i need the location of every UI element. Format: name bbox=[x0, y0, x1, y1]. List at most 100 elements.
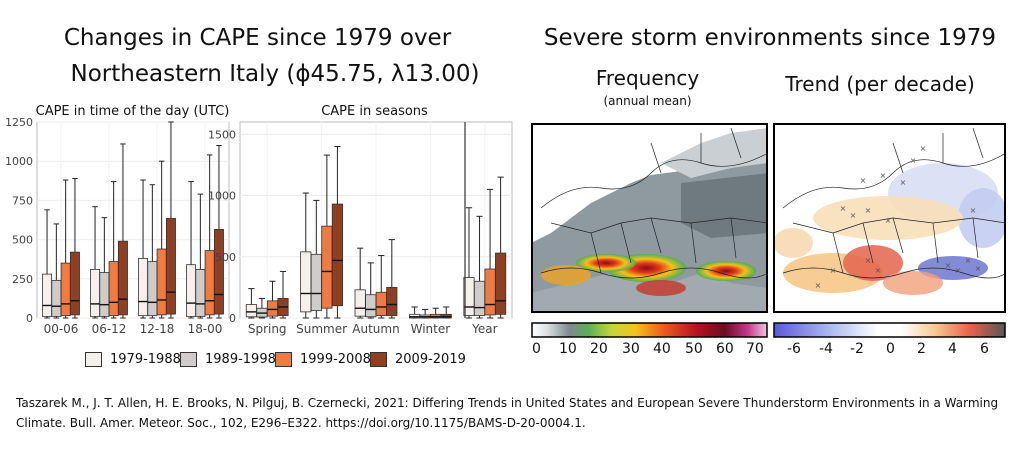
box bbox=[156, 248, 167, 316]
svg-text:×: × bbox=[910, 156, 917, 165]
citation-line1: Taszarek M., J. T. Allen, H. E. Brooks, … bbox=[16, 396, 999, 410]
legend-swatch bbox=[85, 351, 102, 367]
legend-item-2: 1989-1998 bbox=[180, 350, 276, 368]
y-tick-label: 0 bbox=[26, 312, 33, 325]
panel2-title: CAPE in seasons bbox=[321, 104, 428, 119]
box bbox=[51, 279, 62, 317]
y-tick-label: 750 bbox=[12, 194, 33, 207]
cbar1-tick: 30 bbox=[622, 341, 640, 357]
box bbox=[331, 203, 343, 307]
box bbox=[310, 253, 322, 312]
right-title: Severe storm environments since 1979 bbox=[543, 25, 997, 51]
box bbox=[90, 268, 101, 317]
box bbox=[147, 261, 158, 317]
cbar2-tick: 0 bbox=[886, 341, 895, 357]
box bbox=[365, 294, 377, 318]
cbar2-tick: -2 bbox=[850, 341, 864, 357]
y-tick-label: 1000 bbox=[5, 155, 33, 168]
x-tick-label: Summer bbox=[296, 322, 347, 336]
svg-text:×: × bbox=[955, 266, 962, 275]
x-tick-label: Winter bbox=[411, 322, 451, 336]
trend-colorbar-ticks: -6 -4 -2 0 2 4 6 bbox=[773, 341, 1006, 359]
svg-text:×: × bbox=[975, 264, 982, 273]
y-tick-label: 1500 bbox=[208, 128, 236, 141]
x-tick-label: 12-18 bbox=[140, 322, 175, 336]
box bbox=[186, 264, 197, 317]
map1-title: Frequency bbox=[595, 66, 700, 90]
cbar1-tick: 60 bbox=[716, 341, 734, 357]
x-tick-label: 06-12 bbox=[92, 322, 127, 336]
cbar1-tick: 40 bbox=[653, 341, 671, 357]
x-tick-label: Year bbox=[471, 322, 497, 336]
box bbox=[484, 268, 496, 316]
svg-text:×: × bbox=[850, 211, 857, 220]
box bbox=[42, 273, 53, 317]
box bbox=[473, 280, 486, 316]
svg-text:×: × bbox=[860, 176, 867, 185]
legend-label: 1989-1998 bbox=[205, 351, 276, 367]
box bbox=[375, 291, 387, 316]
cbar2-tick: -4 bbox=[819, 341, 833, 357]
legend-swatch bbox=[370, 351, 387, 367]
y-tick-label: 1250 bbox=[5, 116, 33, 129]
svg-text:×: × bbox=[920, 144, 927, 153]
svg-text:×: × bbox=[880, 171, 887, 180]
map1-subtitle: (annual mean) bbox=[603, 94, 692, 108]
box bbox=[300, 251, 312, 313]
svg-text:×: × bbox=[840, 204, 847, 213]
svg-text:×: × bbox=[945, 261, 952, 270]
citation: Taszarek M., J. T. Allen, H. E. Brooks, … bbox=[16, 393, 1006, 433]
box bbox=[245, 304, 257, 318]
left-title-line1: Changes in CAPE since 1979 over bbox=[63, 25, 452, 51]
y-tick-label: 0 bbox=[229, 312, 236, 325]
boxplot-charts: 0 250 500 750 1000 1250 00-06 06-12 12-18 18-00 0 5… bbox=[5, 116, 513, 336]
legend-label: 2009-2019 bbox=[395, 351, 466, 367]
legend-label: 1979-1988 bbox=[110, 351, 181, 367]
svg-text:×: × bbox=[830, 266, 837, 275]
map2-title: Trend (per decade) bbox=[785, 72, 975, 96]
box bbox=[165, 218, 176, 315]
box bbox=[386, 286, 398, 316]
legend-label: 1999-2008 bbox=[300, 351, 371, 367]
box bbox=[138, 258, 149, 317]
legend-item-3: 1999-2008 bbox=[275, 350, 371, 368]
cbar2-tick: 2 bbox=[917, 341, 926, 357]
svg-text:×: × bbox=[865, 256, 872, 265]
box bbox=[321, 225, 333, 309]
svg-text:×: × bbox=[965, 256, 972, 265]
cbar2-tick: 6 bbox=[980, 341, 989, 357]
y-tick-label: 500 bbox=[215, 251, 236, 264]
x-tick-label: 18-00 bbox=[188, 322, 223, 336]
svg-text:×: × bbox=[885, 216, 892, 225]
svg-text:×: × bbox=[900, 178, 907, 187]
frequency-colorbar-ticks: 0 10 20 30 40 50 60 70 bbox=[531, 341, 768, 359]
y-tick-label: 500 bbox=[12, 234, 33, 247]
box bbox=[495, 252, 507, 315]
svg-text:×: × bbox=[875, 266, 882, 275]
box bbox=[195, 268, 206, 317]
cbar1-tick: 20 bbox=[590, 341, 608, 357]
legend-item-4: 2009-2019 bbox=[370, 350, 466, 368]
x-tick-label: Spring bbox=[248, 322, 287, 336]
box bbox=[99, 272, 110, 317]
y-tick-label: 250 bbox=[12, 273, 33, 286]
x-tick-label: Autumn bbox=[352, 322, 399, 336]
box bbox=[117, 240, 128, 316]
legend-swatch bbox=[180, 351, 197, 367]
svg-text:×: × bbox=[865, 206, 872, 215]
box bbox=[60, 262, 71, 317]
cbar2-tick: 4 bbox=[948, 341, 957, 357]
panel1-title: CAPE in time of the day (UTC) bbox=[35, 104, 230, 119]
y-tick-label: 1000 bbox=[208, 190, 236, 203]
cbar2-tick: -6 bbox=[787, 341, 801, 357]
frequency-map bbox=[531, 123, 768, 313]
trend-colorbar bbox=[773, 322, 1006, 338]
left-title-line2: Northeastern Italy (ϕ45.75, λ13.00) bbox=[70, 61, 480, 87]
box bbox=[354, 289, 366, 317]
box bbox=[108, 261, 119, 317]
cbar1-tick: 50 bbox=[685, 341, 703, 357]
legend-item-1: 1979-1988 bbox=[85, 350, 181, 368]
box bbox=[266, 300, 279, 317]
box bbox=[213, 229, 224, 315]
svg-text:×: × bbox=[815, 281, 822, 290]
